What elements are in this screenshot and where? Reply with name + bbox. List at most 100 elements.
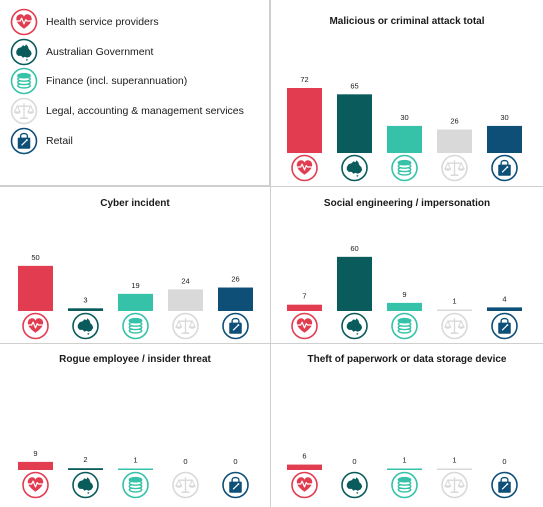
shopping-bag-icon <box>222 471 249 499</box>
bar-health <box>287 88 322 153</box>
chart-title: Rogue employee / insider threat <box>59 354 211 365</box>
value-label-legal: 0 <box>183 457 187 466</box>
chart-panel-4: Rogue employee / insider threat 9 2 1 0 0 <box>0 344 270 507</box>
value-label-health: 50 <box>31 253 39 262</box>
heart-pulse-icon <box>291 471 318 499</box>
bar-gov <box>68 468 103 470</box>
value-label-legal: 24 <box>181 276 189 285</box>
shopping-bag-icon <box>222 312 249 340</box>
coin-stack-icon <box>122 471 149 499</box>
bar-health <box>18 461 53 470</box>
chart-svg: Social engineering / impersonation 7 60 9 1 4 <box>287 198 522 340</box>
value-label-health: 6 <box>302 452 306 461</box>
bar-finance <box>118 293 153 311</box>
bar-legal <box>168 289 203 311</box>
coin-stack-icon <box>391 312 418 340</box>
scales-icon <box>441 154 468 182</box>
vertical-divider <box>270 0 271 507</box>
value-label-health: 72 <box>300 75 308 84</box>
chart-title: Malicious or criminal attack total <box>329 16 484 27</box>
value-label-retail: 0 <box>233 457 237 466</box>
bar-gov <box>337 94 372 153</box>
bar-retail <box>487 307 522 311</box>
shopping-bag-icon <box>491 312 518 340</box>
bar-finance <box>387 468 422 470</box>
value-label-retail: 30 <box>500 113 508 122</box>
bar-legal <box>437 468 472 470</box>
scales-icon <box>441 471 468 499</box>
bar-health <box>287 304 322 311</box>
australia-map-icon <box>72 471 99 499</box>
chart-title: Theft of paperwork or data storage devic… <box>308 354 507 365</box>
legend-item-gov: Australian Government <box>10 38 153 66</box>
coin-stack-icon <box>391 471 418 499</box>
value-label-gov: 65 <box>350 81 358 90</box>
value-label-finance: 9 <box>402 290 406 299</box>
bar-legal <box>437 309 472 311</box>
heart-pulse-icon <box>22 312 49 340</box>
heart-pulse-icon <box>291 312 318 340</box>
legend: Health service providers Australian Gover… <box>0 0 270 186</box>
value-label-retail: 0 <box>502 457 506 466</box>
legend-item-legal: Legal, accounting & management services <box>10 97 244 125</box>
shopping-bag-icon <box>491 471 518 499</box>
bar-health <box>287 464 322 470</box>
value-label-finance: 19 <box>131 281 139 290</box>
australia-map-icon <box>72 312 99 340</box>
scales-icon <box>172 471 199 499</box>
value-label-finance: 1 <box>133 456 137 465</box>
legend-item-finance: Finance (incl. superannuation) <box>10 67 187 95</box>
chart-svg: Theft of paperwork or data storage devic… <box>287 354 518 499</box>
bar-health <box>18 265 53 311</box>
scales-icon <box>10 97 38 125</box>
chart-svg: Rogue employee / insider threat 9 2 1 0 0 <box>18 354 249 499</box>
chart-panel-5: Theft of paperwork or data storage devic… <box>271 344 543 507</box>
value-label-gov: 60 <box>350 244 358 253</box>
scales-icon <box>172 312 199 340</box>
shopping-bag-icon <box>491 154 518 182</box>
australia-map-icon <box>341 471 368 499</box>
horizontal-divider-2 <box>0 343 543 344</box>
australia-map-icon <box>341 312 368 340</box>
chart-title: Cyber incident <box>100 198 170 209</box>
value-label-legal: 26 <box>450 117 458 126</box>
value-label-gov: 0 <box>352 457 356 466</box>
australia-map-icon <box>341 154 368 182</box>
chart-title: Social engineering / impersonation <box>324 198 490 209</box>
value-label-health: 7 <box>302 292 306 301</box>
bar-finance <box>118 468 153 470</box>
horizontal-divider-1 <box>0 186 543 187</box>
heart-pulse-icon <box>291 154 318 182</box>
bar-gov <box>68 308 103 311</box>
bar-retail <box>487 125 522 153</box>
chart-svg: Cyber incident 50 3 19 24 26 <box>18 198 253 340</box>
coin-stack-icon <box>122 312 149 340</box>
legend-item-retail: Retail <box>10 127 73 155</box>
legend-item-health: Health service providers <box>10 8 159 36</box>
value-label-gov: 2 <box>83 455 87 464</box>
value-label-legal: 1 <box>452 297 456 306</box>
coin-stack-icon <box>391 154 418 182</box>
heart-pulse-icon <box>10 8 38 36</box>
bar-finance <box>387 125 422 153</box>
value-label-gov: 3 <box>83 295 87 304</box>
value-label-retail: 4 <box>502 294 506 303</box>
legend-label: Retail <box>46 135 73 147</box>
legend-label: Health service providers <box>46 16 159 28</box>
bar-gov <box>337 256 372 311</box>
value-label-health: 9 <box>33 449 37 458</box>
heart-pulse-icon <box>22 471 49 499</box>
legend-label: Finance (incl. superannuation) <box>46 75 188 87</box>
value-label-finance: 30 <box>400 113 408 122</box>
chart-panel-1: Malicious or criminal attack total 72 65 30… <box>271 0 543 186</box>
bar-legal <box>437 129 472 153</box>
australia-map-icon <box>10 38 38 66</box>
chart-svg: Malicious or criminal attack total 72 65 30… <box>287 16 522 182</box>
scales-icon <box>441 312 468 340</box>
shopping-bag-icon <box>10 127 38 155</box>
legend-label: Legal, accounting & management services <box>46 105 244 117</box>
value-label-retail: 26 <box>231 275 239 284</box>
chart-panel-2: Cyber incident 50 3 19 24 26 <box>0 187 270 343</box>
bar-retail <box>218 287 253 311</box>
value-label-legal: 1 <box>452 456 456 465</box>
